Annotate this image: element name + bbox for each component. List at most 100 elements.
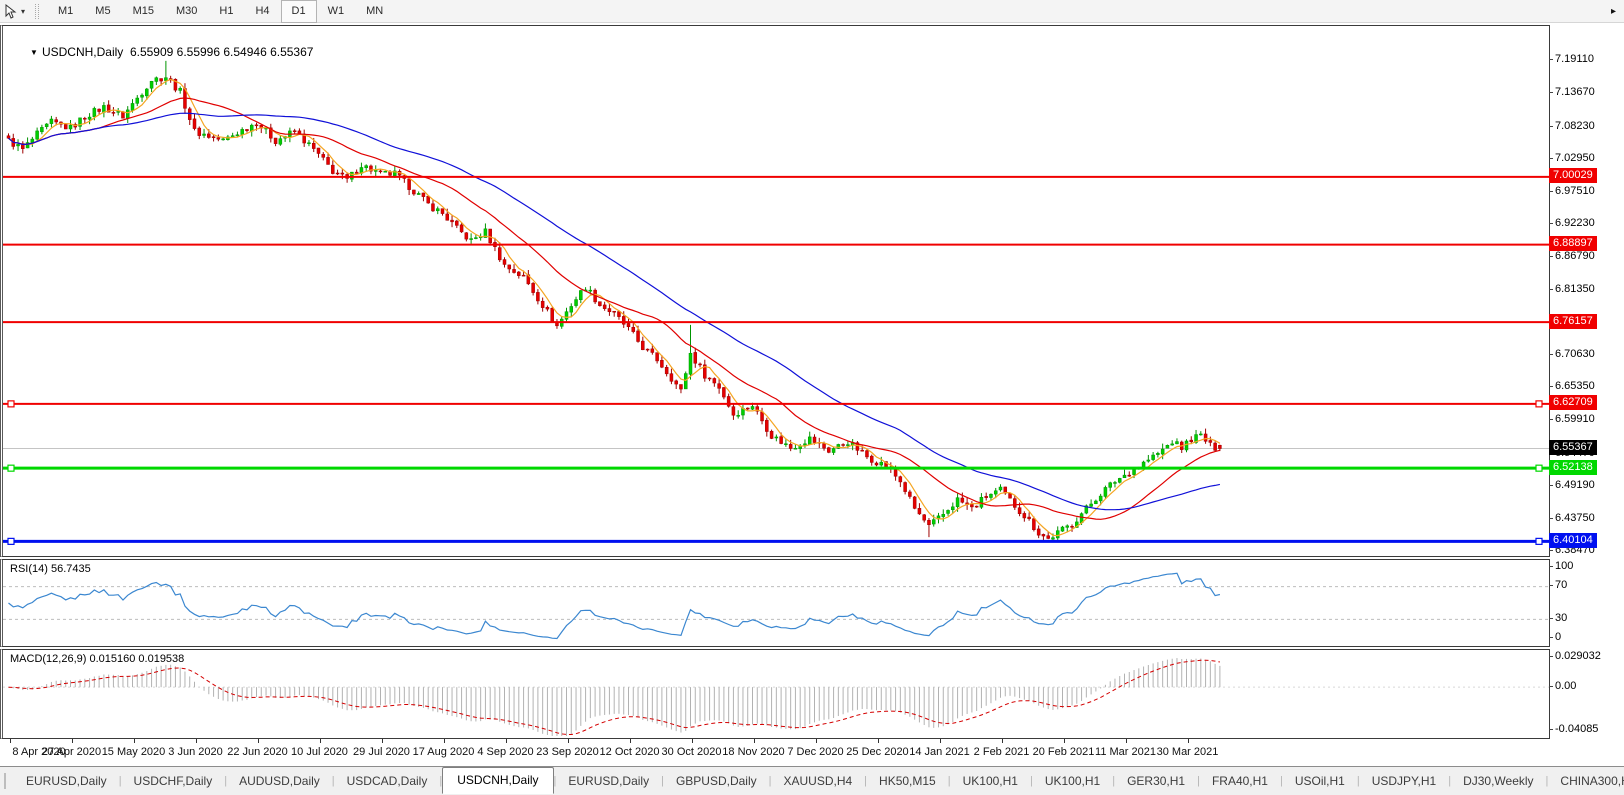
timeframe-button-m5[interactable]: M5	[95, 4, 111, 17]
price-tick-7.19110: 7.19110	[1549, 53, 1594, 66]
timeframe-button-w1[interactable]: W1	[327, 4, 345, 17]
chart-tab-uk100-h1[interactable]: UK100,H1	[1044, 774, 1101, 788]
timeframe-button-m1[interactable]: M1	[58, 4, 74, 17]
rsi-tick-70: 70	[1548, 579, 1568, 592]
timeframes-toolbar: ▾ M1 M5 M15 M30 H1 H4 D1 W1 MN ▸	[0, 0, 1624, 23]
toolbar-overflow-icon[interactable]: ▸	[1610, 5, 1616, 17]
rsi-tick-100: 100	[1548, 560, 1574, 572]
time-tick	[319, 739, 321, 743]
chart-tab-hk50-m15[interactable]: HK50,M15	[879, 774, 936, 788]
chart-tab-ger30-h1[interactable]: GER30,H1	[1127, 774, 1186, 788]
time-tick	[505, 739, 507, 743]
chart-tabs-bar: EURUSD,Daily | USDCHF,Daily | AUDUSD,Daily | U…	[0, 766, 1624, 795]
rsi-indicator-pane[interactable]: RSI(14) 56.7435	[0, 559, 1550, 647]
chart-tab-dj30-weekly[interactable]: DJ30,Weekly	[1463, 774, 1534, 788]
chart-tab-fra40-h1[interactable]: FRA40,H1	[1211, 774, 1268, 788]
moving-average-5	[8, 78, 1221, 537]
time-tick	[629, 739, 631, 743]
timeframe-button-mn[interactable]: MN	[366, 4, 384, 17]
chart-tab-china300-h1[interactable]: CHINA300,H1	[1560, 774, 1624, 788]
hline-handle[interactable]	[7, 400, 15, 408]
macd-axis: 0.029032 0.00 -0.04085	[1548, 649, 1624, 739]
price-chart-pane[interactable]: ▼ USDCNH,Daily 6.55909 6.55996 6.54946 6.…	[0, 25, 1550, 557]
time-label-18: 11 Mar 2021	[1095, 746, 1156, 758]
tab-separator: |	[1448, 775, 1452, 787]
timeframe-button-m15[interactable]: M15	[132, 4, 154, 17]
price-tick-6.92230: 6.92230	[1549, 216, 1595, 229]
chart-tab-eurusd-daily[interactable]: EURUSD,Daily	[568, 774, 650, 788]
tab-separator: |	[553, 775, 557, 787]
time-tick	[133, 739, 135, 743]
time-tick	[567, 739, 569, 743]
chart-tab-audusd-daily[interactable]: AUDUSD,Daily	[239, 774, 320, 788]
price-tick-6.59910: 6.59910	[1549, 413, 1595, 426]
tab-separator: |	[1356, 775, 1360, 787]
toolbar-grip[interactable]	[35, 3, 40, 19]
chart-tab-gbpusd-daily[interactable]: GBPUSD,Daily	[675, 774, 757, 788]
time-label-19: 30 Mar 2021	[1156, 746, 1219, 758]
tabbar-grip	[4, 773, 6, 789]
time-tick	[1001, 739, 1003, 743]
timeframe-button-h4[interactable]: H4	[255, 4, 270, 17]
rsi-tick-30: 30	[1548, 611, 1568, 624]
time-label-7: 17 Aug 2020	[412, 746, 475, 758]
macd-tick-0.029032: 0.029032	[1549, 650, 1601, 662]
tab-separator: |	[439, 775, 443, 787]
time-label-15: 14 Jan 2021	[909, 746, 970, 758]
time-axis[interactable]: 8 Apr 2020 27 Apr 2020 15 May 2020 3 Jun 20…	[0, 739, 1550, 764]
time-label-12: 18 Nov 2020	[722, 746, 785, 758]
current-price-badge: 6.55367	[1549, 440, 1597, 455]
timeframe-button-d1[interactable]: D1	[280, 0, 317, 23]
time-tick	[443, 739, 445, 743]
price-tick-7.08230: 7.08230	[1549, 119, 1595, 132]
timeframe-button-m30[interactable]: M30	[175, 4, 198, 17]
time-tick	[257, 739, 259, 743]
rsi-tick-0: 0	[1548, 631, 1562, 643]
macd-indicator-pane[interactable]: MACD(12,26,9) 0.015160 0.019538	[0, 649, 1550, 739]
chart-tab-usdchf-daily[interactable]: USDCHF,Daily	[133, 774, 213, 788]
candles-group	[6, 60, 1222, 543]
time-label-2: 15 May 2020	[101, 746, 166, 758]
hline-handle[interactable]	[1535, 400, 1543, 408]
hline-handle[interactable]	[7, 537, 15, 545]
moving-average-45	[8, 112, 1221, 511]
hline-handle[interactable]	[1535, 464, 1543, 472]
chart-tab-usdjpy-h1[interactable]: USDJPY,H1	[1371, 774, 1437, 788]
chart-title-dropdown-icon[interactable]: ▼	[30, 48, 38, 57]
time-tick	[381, 739, 383, 743]
chart-tab-usdcnh-daily[interactable]: USDCNH,Daily	[442, 766, 554, 794]
hline-handle[interactable]	[7, 464, 15, 472]
time-label-1: 27 Apr 2020	[41, 746, 102, 758]
chart-tab-usoil-h1[interactable]: USOil,H1	[1294, 774, 1345, 788]
cursor-arrow-icon	[5, 3, 17, 19]
time-tick	[691, 739, 693, 743]
tab-separator: |	[118, 775, 122, 787]
price-tick-6.70630: 6.70630	[1549, 348, 1595, 361]
chart-tab-uk100-h1[interactable]: UK100,H1	[962, 774, 1018, 788]
cursor-tool-button[interactable]: ▾	[0, 3, 29, 19]
chart-tab-xauusd-h4[interactable]: XAUUSD,H4	[783, 774, 853, 788]
price-level-badge-6.62709: 6.62709	[1549, 395, 1597, 411]
cursor-tool-dropdown-icon[interactable]: ▾	[21, 6, 26, 16]
hline-handle[interactable]	[1535, 537, 1543, 545]
tab-separator: |	[864, 775, 868, 787]
rsi-line	[8, 572, 1221, 640]
time-label-5: 10 Jul 2020	[291, 746, 348, 758]
time-tick	[71, 739, 73, 743]
chart-tab-usdcad-daily[interactable]: USDCAD,Daily	[346, 774, 428, 788]
price-axis: 7.19110 7.13670 7.08230 7.02950 6.97510 6.922…	[1549, 25, 1624, 557]
chart-tabs: EURUSD,Daily | USDCHF,Daily | AUDUSD,Daily | U…	[14, 766, 1624, 795]
tab-separator: |	[1279, 775, 1283, 787]
rsi-axis: 100 70 30 0	[1548, 559, 1624, 647]
price-level-badge-6.52138: 6.52138	[1549, 459, 1597, 475]
time-tick	[1063, 739, 1065, 743]
rsi-label: RSI(14) 56.7435	[10, 563, 91, 575]
tab-separator: |	[1545, 775, 1549, 787]
chart-title: ▼ USDCNH,Daily 6.55909 6.55996 6.54946 6.…	[10, 31, 313, 73]
timeframe-button-h1[interactable]: H1	[219, 4, 234, 17]
tab-separator: |	[1029, 775, 1033, 787]
tab-separator: |	[1197, 775, 1200, 787]
time-label-4: 22 Jun 2020	[227, 746, 288, 758]
chart-tab-eurusd-daily[interactable]: EURUSD,Daily	[26, 774, 107, 788]
